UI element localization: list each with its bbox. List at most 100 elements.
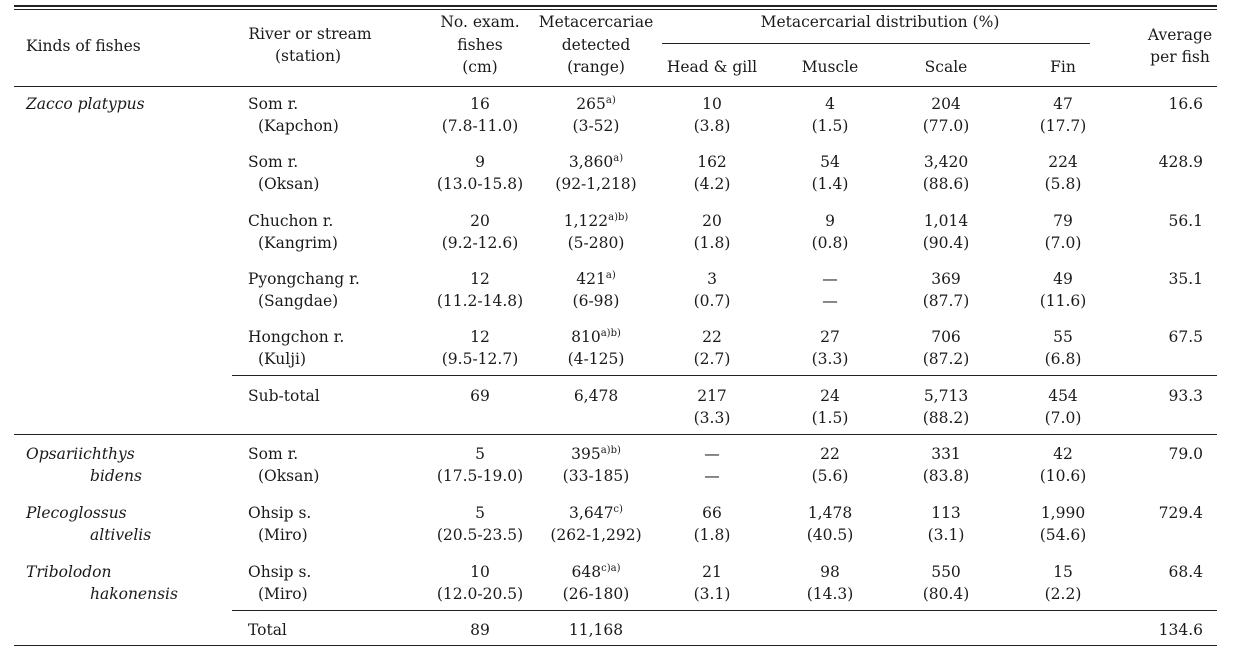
head-gill-count: 21 xyxy=(702,563,722,581)
metacercariae-value: 3,860 xyxy=(568,153,614,171)
fin-count: 79 xyxy=(1053,212,1073,230)
fin-percent: (5.8) xyxy=(1044,175,1082,193)
average-per-fish: 35.1 xyxy=(1168,270,1203,288)
header-meta-2: detected xyxy=(561,36,631,54)
average-per-fish: 729.4 xyxy=(1158,504,1203,522)
species-name-cont: bidens xyxy=(90,467,142,485)
bottom-rule xyxy=(14,645,1217,646)
average-per-fish: 16.6 xyxy=(1168,95,1203,113)
fin-count: 42 xyxy=(1053,445,1073,463)
head-gill-percent: (3.3) xyxy=(693,409,731,427)
total-rule xyxy=(232,610,1217,611)
total-metacercariae: 11,168 xyxy=(568,621,624,639)
footnote-marker: a) xyxy=(605,95,616,106)
fish-count: 20 xyxy=(470,212,490,230)
head-gill-count: 10 xyxy=(702,95,722,113)
fish-count: 10 xyxy=(470,563,490,581)
species-name: Opsariichthys xyxy=(26,445,135,463)
metacercariae-value: 6,478 xyxy=(573,387,619,405)
metacercariae-range: (6-98) xyxy=(572,292,620,310)
head-gill-percent: (3.1) xyxy=(693,585,731,603)
species-name-cont: hakonensis xyxy=(90,585,178,603)
fin-percent: (10.6) xyxy=(1039,467,1087,485)
scale-count: 369 xyxy=(931,270,961,288)
muscle-percent: (40.5) xyxy=(806,526,854,544)
scale-percent: (83.8) xyxy=(922,467,970,485)
metacercariae-count: 1,122a)b) xyxy=(564,210,629,232)
header-muscle: Muscle xyxy=(801,58,859,76)
scale-count: 113 xyxy=(931,504,961,522)
average-per-fish: 68.4 xyxy=(1168,563,1203,581)
fish-size: (20.5-23.5) xyxy=(436,526,524,544)
muscle-percent: (0.8) xyxy=(811,234,849,252)
river-name: Ohsip s. xyxy=(248,563,312,581)
metacercariae-value: 1,122 xyxy=(563,212,609,230)
river-name: Som r. xyxy=(248,95,299,113)
species-name: Plecoglossus xyxy=(26,504,127,522)
head-gill-count: — xyxy=(704,445,720,463)
header-river-2: (station) xyxy=(274,47,342,65)
metacercariae-range: (92-1,218) xyxy=(555,175,637,193)
metacercariae-count: 648c)a) xyxy=(572,561,621,583)
head-gill-count: 66 xyxy=(702,504,722,522)
scale-count: 331 xyxy=(931,445,961,463)
scale-count: 550 xyxy=(931,563,961,581)
metacercariae-value: 3,647 xyxy=(569,504,614,522)
station-name: (Miro) xyxy=(258,526,308,544)
muscle-count: — xyxy=(822,270,838,288)
metacercariae-count: 6,478 xyxy=(574,385,618,407)
scale-percent: (87.7) xyxy=(922,292,970,310)
fin-percent: (2.2) xyxy=(1044,585,1082,603)
header-scale: Scale xyxy=(924,58,968,76)
total-label: Total xyxy=(248,621,287,639)
scale-percent: (87.2) xyxy=(922,350,970,368)
metacercariae-count: 3,860a) xyxy=(569,151,623,173)
species-name: Zacco platypus xyxy=(26,95,145,113)
fin-percent: (7.0) xyxy=(1044,234,1082,252)
head-gill-percent: (3.8) xyxy=(693,117,731,135)
fish-size: (9.5-12.7) xyxy=(441,350,519,368)
header-meta-3: (range) xyxy=(567,58,625,76)
species-name-cont: altivelis xyxy=(90,526,152,544)
station-name: (Kangrim) xyxy=(258,234,338,252)
muscle-count: 98 xyxy=(820,563,840,581)
header-kinds: Kinds of fishes xyxy=(26,37,141,55)
fin-count: 49 xyxy=(1053,270,1073,288)
muscle-percent: (1.4) xyxy=(811,175,849,193)
metacercariae-value: 265 xyxy=(576,95,606,113)
head-gill-percent: (2.7) xyxy=(693,350,731,368)
muscle-count: 9 xyxy=(825,212,835,230)
scale-count: 3,420 xyxy=(923,153,969,171)
average-per-fish: 428.9 xyxy=(1158,153,1203,171)
head-gill-count: 20 xyxy=(702,212,722,230)
muscle-percent: (3.3) xyxy=(811,350,849,368)
fin-percent: (11.6) xyxy=(1039,292,1087,310)
footnote-marker: a)b) xyxy=(608,212,629,223)
head-gill-count: 3 xyxy=(707,270,717,288)
metacercariae-count: 265a) xyxy=(576,93,615,115)
metacercariae-value: 421 xyxy=(576,270,606,288)
station-name: (Oksan) xyxy=(258,175,320,193)
metacercariae-range: (33-185) xyxy=(562,467,630,485)
muscle-count: 27 xyxy=(820,328,840,346)
head-gill-count: 162 xyxy=(697,153,727,171)
average-per-fish: 56.1 xyxy=(1168,212,1203,230)
scale-count: 5,713 xyxy=(923,387,969,405)
fin-count: 15 xyxy=(1053,563,1073,581)
subtotal-rule xyxy=(232,375,1217,376)
fish-size: (13.0-15.8) xyxy=(436,175,524,193)
river-name: Som r. xyxy=(248,445,299,463)
river-name: Hongchon r. xyxy=(248,328,345,346)
footnote-marker: a) xyxy=(613,153,624,164)
group-rule xyxy=(14,434,1217,435)
metacercariae-count: 810a)b) xyxy=(571,326,621,348)
station-name: (Sangdae) xyxy=(258,292,339,310)
head-gill-count: 22 xyxy=(702,328,722,346)
head-gill-percent: (4.2) xyxy=(693,175,731,193)
scale-count: 706 xyxy=(931,328,961,346)
species-name: Tribolodon xyxy=(26,563,112,581)
footnote-marker: c)a) xyxy=(601,563,621,574)
header-exam-1: No. exam. xyxy=(440,13,520,31)
muscle-count: 1,478 xyxy=(807,504,853,522)
muscle-percent: (5.6) xyxy=(811,467,849,485)
